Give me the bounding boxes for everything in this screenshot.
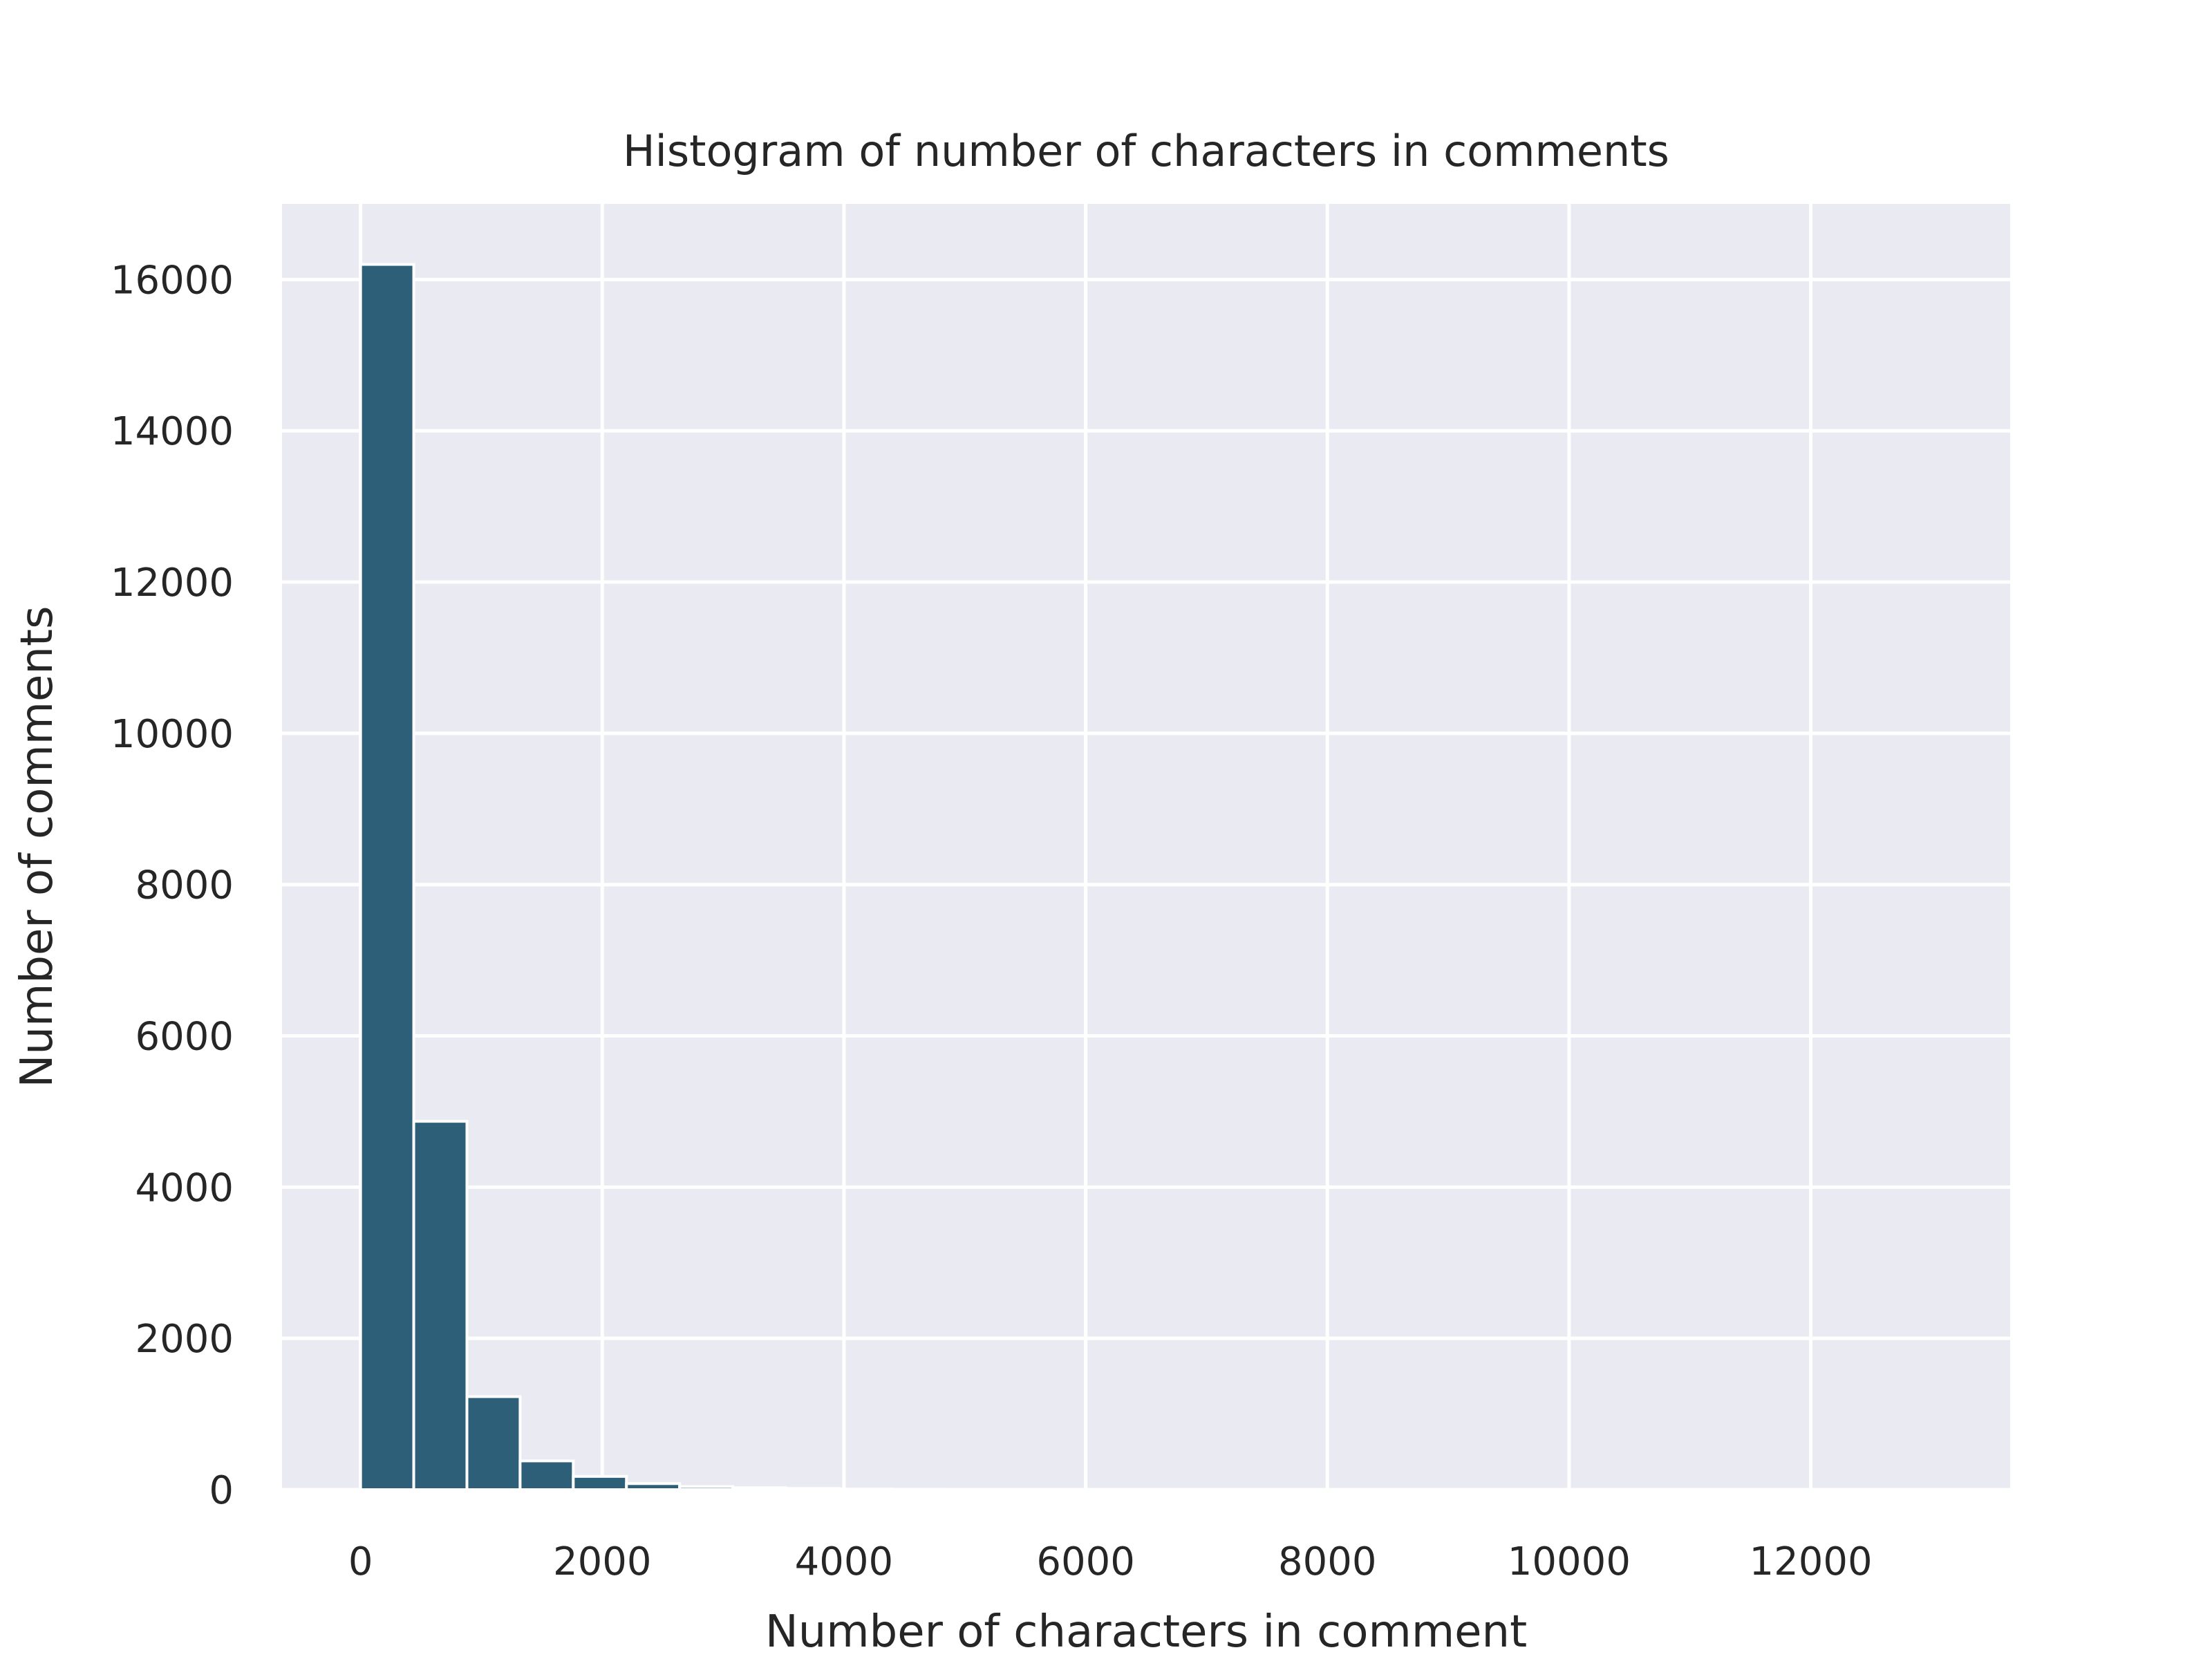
x-axis-label: Number of characters in comment <box>765 1606 1527 1658</box>
x-tick-label: 12000 <box>1749 1539 1872 1584</box>
x-tick-label: 6000 <box>1036 1539 1135 1584</box>
plot-area <box>282 204 2010 1490</box>
y-tick-label: 14000 <box>111 409 234 454</box>
histogram-bar <box>465 1395 522 1492</box>
y-tick-label: 4000 <box>135 1165 234 1210</box>
x-tick-label: 10000 <box>1508 1539 1631 1584</box>
x-tick-label: 4000 <box>795 1539 894 1584</box>
histogram-bar <box>359 263 415 1491</box>
y-axis-label: Number of comments <box>12 606 63 1088</box>
histogram-bar <box>625 1482 682 1492</box>
y-tick-label: 16000 <box>111 258 234 303</box>
y-tick-label: 8000 <box>135 863 234 908</box>
histogram-bar <box>678 1485 735 1492</box>
grid-lines <box>282 204 2010 1492</box>
y-tick-label: 0 <box>209 1468 234 1513</box>
x-axis-ticks: 0 2000 4000 6000 8000 10000 12000 <box>348 1539 1873 1584</box>
histogram-bar <box>518 1459 575 1492</box>
histogram-bar <box>785 1487 841 1492</box>
x-tick-label: 0 <box>348 1539 373 1584</box>
histogram-bar <box>412 1120 469 1491</box>
x-tick-label: 2000 <box>553 1539 652 1584</box>
y-tick-label: 6000 <box>135 1015 234 1060</box>
histogram-bar <box>572 1474 628 1492</box>
y-tick-label: 10000 <box>111 712 234 757</box>
histogram-bar <box>731 1486 788 1491</box>
chart-title: Histogram of number of characters in com… <box>623 126 1669 176</box>
y-tick-label: 2000 <box>135 1317 234 1362</box>
y-tick-label: 12000 <box>111 561 234 606</box>
x-tick-label: 8000 <box>1278 1539 1377 1584</box>
histogram-bar <box>837 1488 894 1492</box>
y-axis-ticks: 0 2000 4000 6000 8000 10000 12000 14000 16000 <box>111 258 234 1513</box>
histogram-bars <box>359 263 1160 1492</box>
histogram-bar <box>890 1488 947 1491</box>
